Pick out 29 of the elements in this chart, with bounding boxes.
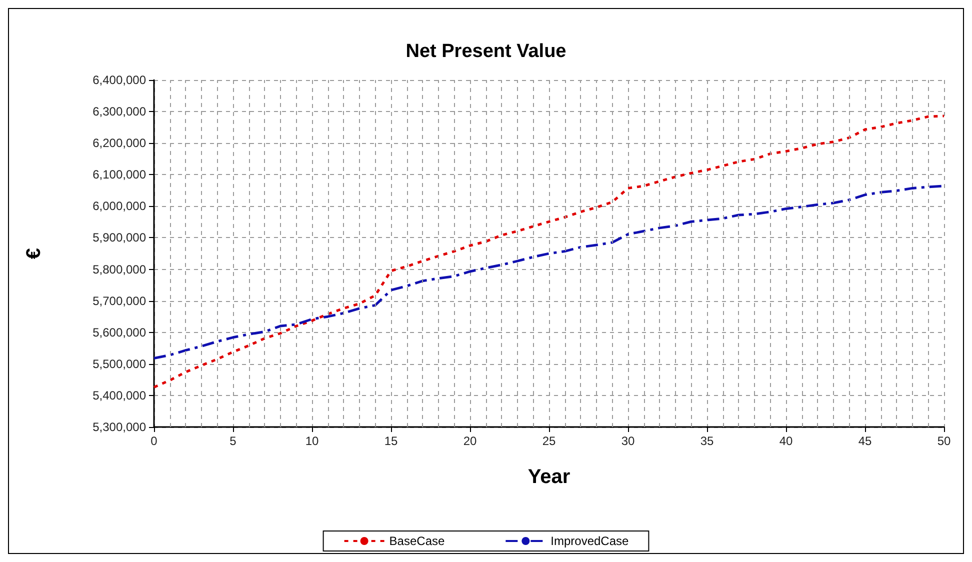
y-tick-label: 6,200,000: [92, 136, 146, 150]
y-tick-label: 5,700,000: [92, 294, 146, 308]
y-tick-label: 5,300,000: [92, 420, 146, 434]
x-tick-label: 30: [621, 434, 635, 448]
legend-label: BaseCase: [389, 534, 445, 548]
y-tick-label: 5,500,000: [92, 356, 146, 371]
line-series: [152, 114, 946, 389]
legend-label: ImprovedCase: [550, 534, 630, 548]
y-tick-label: 6,300,000: [92, 104, 146, 119]
y-tick-label: 5,400,000: [92, 388, 146, 402]
x-tick-label: 15: [384, 434, 398, 448]
x-tick-label: 45: [858, 434, 872, 448]
x-tick-label: 0: [150, 434, 158, 448]
x-tick-label: 35: [700, 434, 714, 448]
y-tick-label: 5,800,000: [92, 262, 146, 276]
x-tick-label: 25: [542, 434, 556, 448]
x-tick-label: 50: [937, 434, 951, 448]
y-tick-label: 6,000,000: [92, 199, 146, 214]
x-tick-label: 10: [305, 434, 319, 448]
y-tick-label: 5,900,000: [92, 230, 146, 245]
chart-title: Net Present Value: [406, 41, 566, 62]
y-tick-label: 6,400,000: [92, 73, 146, 87]
x-tick-label: 5: [230, 434, 237, 448]
y-tick-label: 5,600,000: [92, 325, 146, 340]
y-axis-title: €: [23, 248, 45, 260]
x-tick-label: 20: [463, 434, 477, 448]
y-tick-label: 6,100,000: [92, 168, 146, 182]
x-tick-label: 40: [779, 434, 793, 448]
x-axis-title: Year: [528, 466, 570, 488]
